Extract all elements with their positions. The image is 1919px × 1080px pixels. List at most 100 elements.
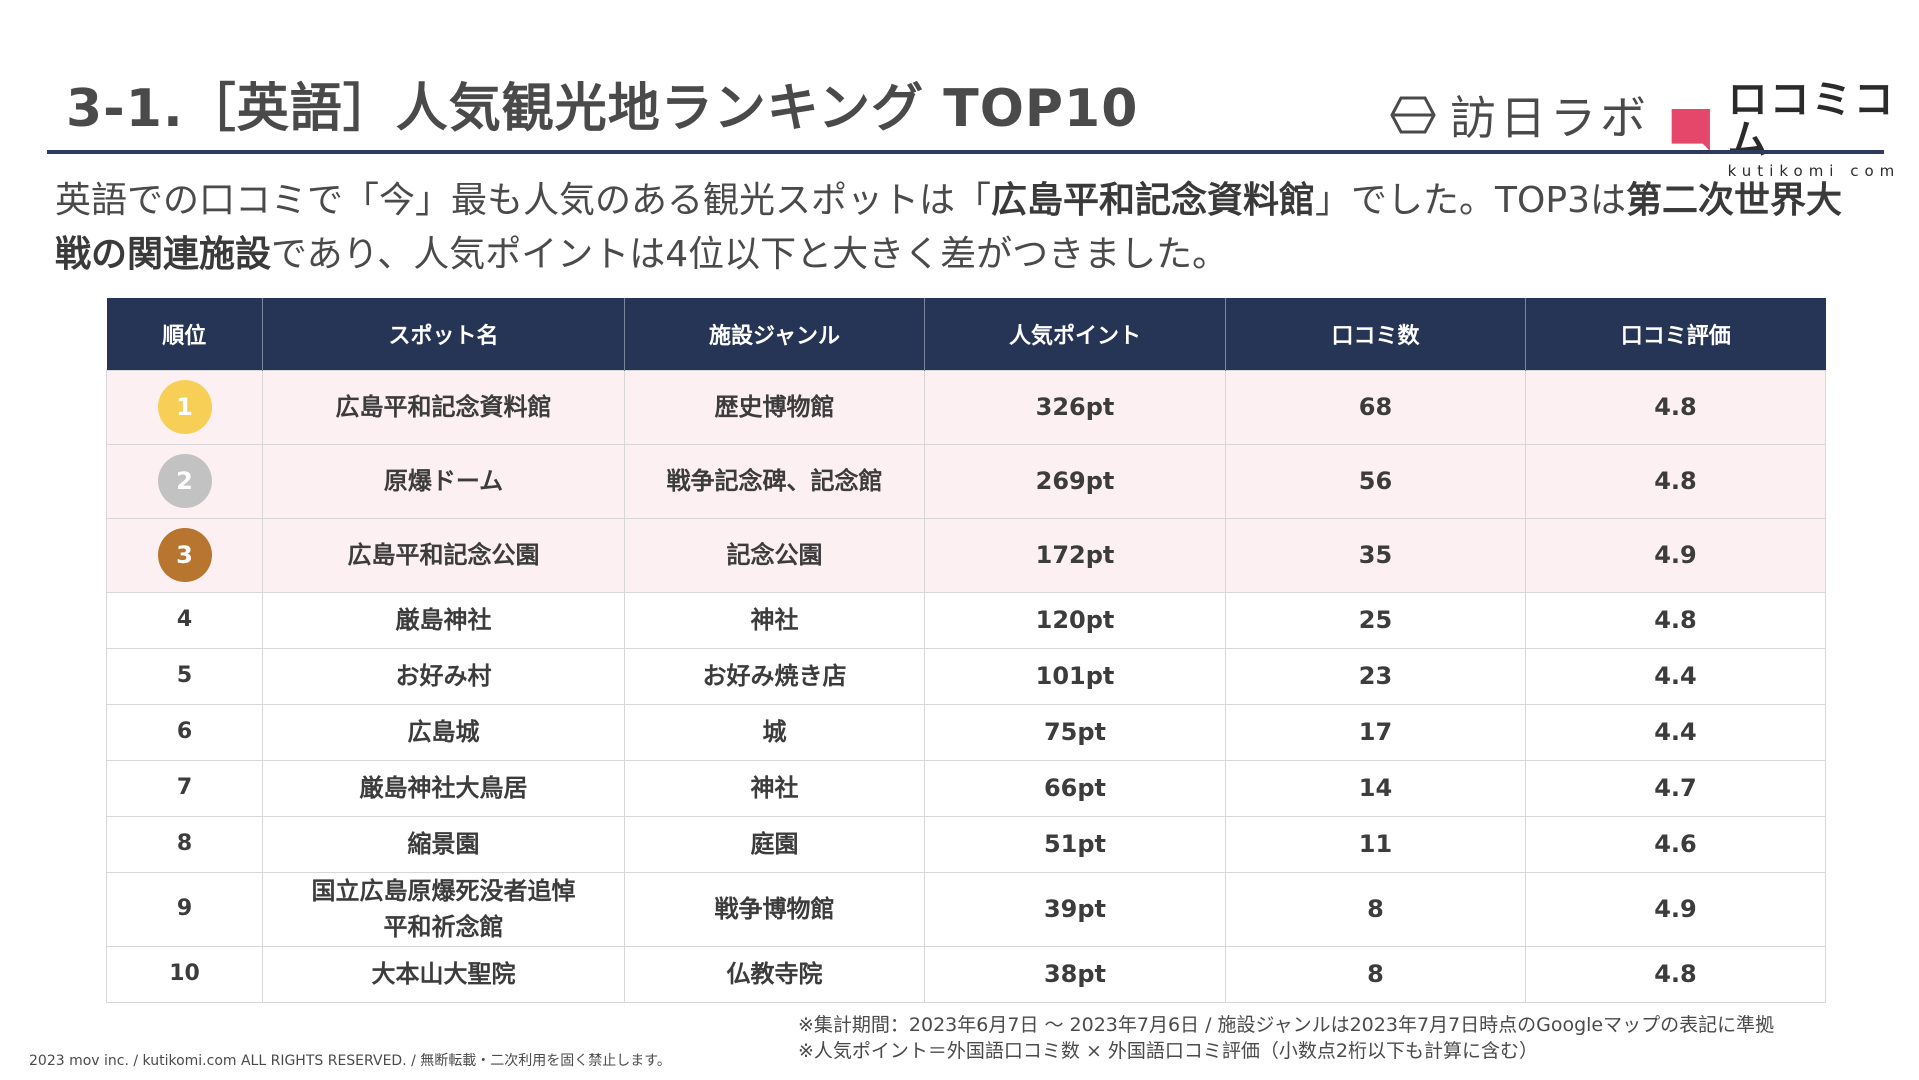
rank-cell: 10 xyxy=(106,945,263,1003)
rank-cell: 3 xyxy=(106,517,263,593)
lead-paragraph: 英語での口コミで「今」最も人気のある観光スポットは「広島平和記念資料館」でした。… xyxy=(55,174,1875,282)
rank-cell: 9 xyxy=(106,871,263,947)
footnote-period: ※集計期間：2023年6月7日 〜 2023年7月6日 / 施設ジャンルは202… xyxy=(798,1014,1775,1036)
rank-cell: 2 xyxy=(106,443,263,519)
table-row: 5 お好み村 お好み焼き店 101pt 23 4.4 xyxy=(106,647,1826,705)
spot-cell: 広島平和記念資料館 xyxy=(262,369,625,445)
table-row: 2 原爆ドーム 戦争記念碑、記念館 269pt 56 4.8 xyxy=(106,443,1826,519)
table-row: 4 厳島神社 神社 120pt 25 4.8 xyxy=(106,591,1826,649)
table-row: 3 広島平和記念公園 記念公園 172pt 35 4.9 xyxy=(106,517,1826,593)
hexagon-logo-icon xyxy=(1390,96,1436,134)
rank-cell: 8 xyxy=(106,815,263,873)
houjin-lab-logo-text: 訪日ラボ xyxy=(1450,91,1650,145)
spot-cell: お好み村 xyxy=(262,647,625,705)
points-cell: 51pt xyxy=(924,815,1226,873)
houjin-lab-logo: 訪日ラボ xyxy=(1390,82,1650,148)
kutikomi-speech-bubble-icon xyxy=(1671,108,1710,151)
genre-cell: 歴史博物館 xyxy=(624,369,925,445)
rank-cell: 5 xyxy=(106,647,263,705)
genre-cell: 神社 xyxy=(624,591,925,649)
reviews-cell: 23 xyxy=(1225,647,1526,705)
genre-cell: 戦争博物館 xyxy=(624,871,925,947)
header-genre: 施設ジャンル xyxy=(624,298,925,370)
points-cell: 75pt xyxy=(924,703,1226,761)
table-row: 7 厳島神社大鳥居 神社 66pt 14 4.7 xyxy=(106,759,1826,817)
header-points: 人気ポイント xyxy=(924,298,1226,370)
rating-cell: 4.4 xyxy=(1525,647,1826,705)
rating-cell: 4.8 xyxy=(1525,369,1826,445)
rank-cell: 7 xyxy=(106,759,263,817)
spot-name-line-1: 国立広島原爆死没者追悼 xyxy=(311,877,576,905)
table-row: 8 縮景園 庭園 51pt 11 4.6 xyxy=(106,815,1826,873)
reviews-cell: 25 xyxy=(1225,591,1526,649)
points-cell: 39pt xyxy=(924,871,1226,947)
silver-medal-badge: 2 xyxy=(157,454,212,508)
points-cell: 38pt xyxy=(924,945,1226,1003)
kutikomi-logo-subtext: kutikomi com xyxy=(1727,162,1901,180)
rating-cell: 4.9 xyxy=(1525,517,1826,593)
table-row: 1 広島平和記念資料館 歴史博物館 326pt 68 4.8 xyxy=(106,369,1826,445)
rating-cell: 4.4 xyxy=(1525,703,1826,761)
footnotes: ※集計期間：2023年6月7日 〜 2023年7月6日 / 施設ジャンルは202… xyxy=(798,1012,1774,1064)
bronze-medal-badge: 3 xyxy=(157,528,212,582)
table-header-row: 順位 スポット名 施設ジャンル 人気ポイント 口コミ数 口コミ評価 xyxy=(106,298,1826,370)
lead-text-3: であり、人気ポイントは4位以下と大きく差がつきました。 xyxy=(271,234,1229,275)
rank-cell: 6 xyxy=(106,703,263,761)
rating-cell: 4.8 xyxy=(1525,443,1826,519)
rating-cell: 4.8 xyxy=(1525,591,1826,649)
header-review-count: 口コミ数 xyxy=(1225,298,1526,370)
ranking-table: 順位 スポット名 施設ジャンル 人気ポイント 口コミ数 口コミ評価 1 広島平和… xyxy=(106,298,1826,1003)
genre-cell: 城 xyxy=(624,703,925,761)
title-divider xyxy=(47,150,1884,154)
points-cell: 172pt xyxy=(924,517,1226,593)
lead-text-1: 英語での口コミで「今」最も人気のある観光スポットは「 xyxy=(55,180,992,221)
rating-cell: 4.8 xyxy=(1525,945,1826,1003)
reviews-cell: 17 xyxy=(1225,703,1526,761)
spot-cell: 大本山大聖院 xyxy=(262,945,625,1003)
reviews-cell: 35 xyxy=(1225,517,1526,593)
reviews-cell: 68 xyxy=(1225,369,1526,445)
spot-cell: 縮景園 xyxy=(262,815,625,873)
points-cell: 101pt xyxy=(924,647,1226,705)
header-review-rating: 口コミ評価 xyxy=(1525,298,1826,370)
kutikomi-logo-text: ロコミコム xyxy=(1727,77,1896,163)
lead-emphasis-1: 広島平和記念資料館 xyxy=(991,180,1316,221)
rating-cell: 4.7 xyxy=(1525,759,1826,817)
header-spot-name: スポット名 xyxy=(262,298,625,370)
reviews-cell: 56 xyxy=(1225,443,1526,519)
spot-cell: 広島平和記念公園 xyxy=(262,517,625,593)
genre-cell: 神社 xyxy=(624,759,925,817)
spot-cell: 原爆ドーム xyxy=(262,443,625,519)
table-row: 10 大本山大聖院 仏教寺院 38pt 8 4.8 xyxy=(106,945,1826,1003)
gold-medal-badge: 1 xyxy=(157,380,212,434)
genre-cell: 仏教寺院 xyxy=(624,945,925,1003)
table-row: 9 国立広島原爆死没者追悼 平和祈念館 戦争博物館 39pt 8 4.9 xyxy=(106,871,1826,947)
spot-cell: 厳島神社大鳥居 xyxy=(262,759,625,817)
spot-cell: 広島城 xyxy=(262,703,625,761)
reviews-cell: 8 xyxy=(1225,945,1526,1003)
header-rank: 順位 xyxy=(106,298,263,370)
points-cell: 120pt xyxy=(924,591,1226,649)
table-row: 6 広島城 城 75pt 17 4.4 xyxy=(106,703,1826,761)
spot-cell: 厳島神社 xyxy=(262,591,625,649)
slide-title: 3-1.［英語］人気観光地ランキング TOP10 xyxy=(66,79,1139,139)
rank-cell: 4 xyxy=(106,591,263,649)
rating-cell: 4.6 xyxy=(1525,815,1826,873)
reviews-cell: 11 xyxy=(1225,815,1526,873)
genre-cell: お好み焼き店 xyxy=(624,647,925,705)
spot-cell: 国立広島原爆死没者追悼 平和祈念館 xyxy=(262,871,625,947)
points-cell: 326pt xyxy=(924,369,1226,445)
footnote-formula: ※人気ポイント＝外国語口コミ数 × 外国語口コミ評価（小数点2桁以下も計算に含む… xyxy=(798,1040,1539,1062)
kutikomi-logo: ロコミコム kutikomi com xyxy=(1668,80,1919,179)
genre-cell: 庭園 xyxy=(624,815,925,873)
reviews-cell: 14 xyxy=(1225,759,1526,817)
points-cell: 269pt xyxy=(924,443,1226,519)
rank-cell: 1 xyxy=(106,369,263,445)
lead-emphasis-2: 第二次世界大戦の関連施設 xyxy=(55,180,1842,275)
genre-cell: 記念公園 xyxy=(624,517,925,593)
lead-text-2: 」でした。TOP3は xyxy=(1315,180,1626,221)
spot-name-line-2: 平和祈念館 xyxy=(383,913,504,941)
genre-cell: 戦争記念碑、記念館 xyxy=(624,443,925,519)
rating-cell: 4.9 xyxy=(1525,871,1826,947)
reviews-cell: 8 xyxy=(1225,871,1526,947)
